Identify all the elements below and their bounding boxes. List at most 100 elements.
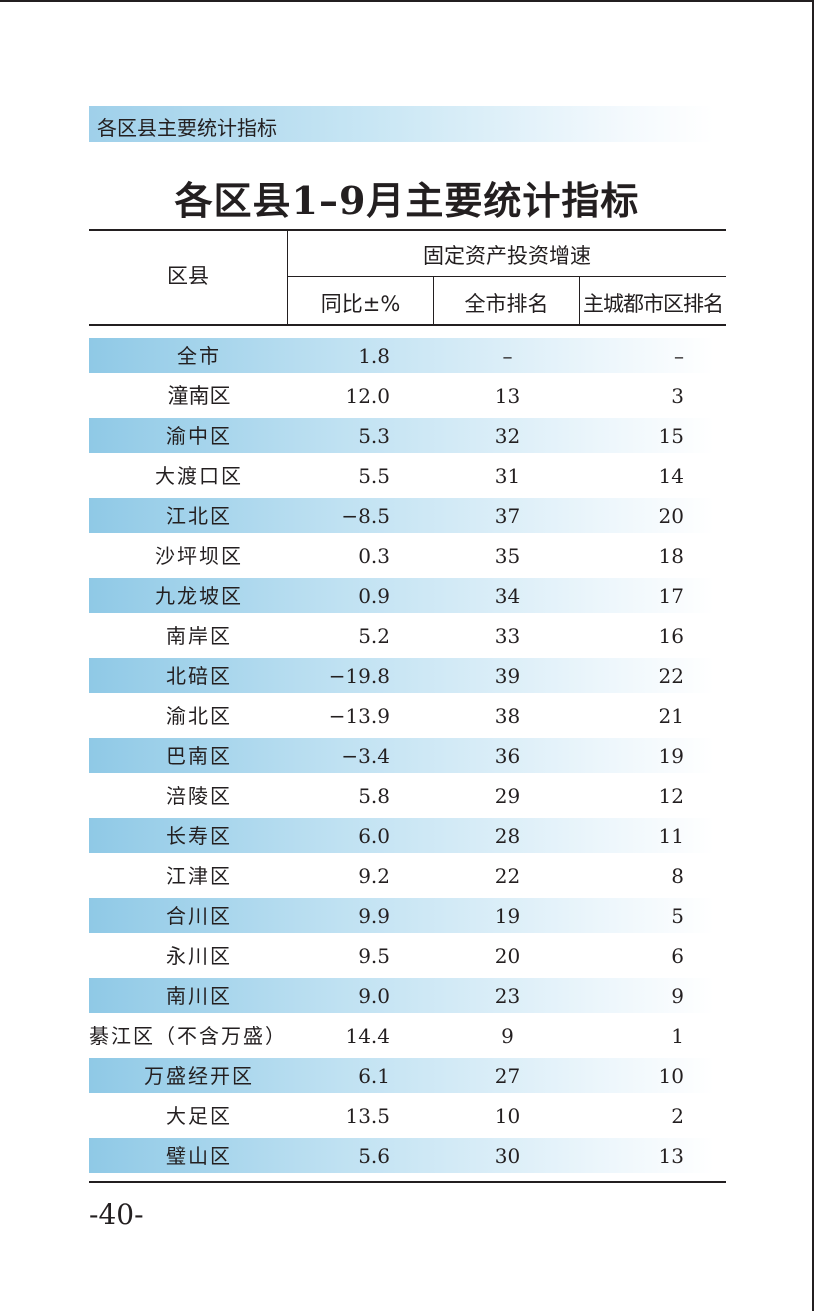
main-rank: 16 [658,624,684,648]
city-rank: 29 [494,784,521,808]
header-bottom-rule [89,324,726,326]
table-row: 万盛经开区 6.1 27 10 [89,1057,726,1097]
city-rank: 28 [494,824,521,848]
table-row: 渝中区 5.3 32 15 [89,417,726,457]
table-row: 南川区 9.0 23 9 [89,977,726,1017]
region-name: 巴南区 [166,744,232,768]
main-rank: 19 [658,744,684,768]
table-row: 涪陵区 5.8 29 12 [89,777,726,817]
main-rank: 21 [658,704,684,728]
header-divider-2 [433,277,434,325]
main-rank: 18 [658,544,684,568]
region-name: 渝中区 [166,424,232,448]
header-region: 区县 [167,264,209,288]
yoy-value: 9.0 [358,984,390,1008]
page-title: 各区县1–9月主要统计指标 [174,178,640,223]
city-rank: 13 [494,384,521,408]
table-row: 江津区 9.2 22 8 [89,857,726,897]
main-rank: 22 [658,664,684,688]
yoy-value: 6.0 [358,824,390,848]
city-rank: 30 [494,1144,521,1168]
yoy-value: 6.1 [358,1064,390,1088]
page-border-right [812,0,814,1311]
region-name: 合川区 [166,904,232,928]
region-name: 璧山区 [166,1144,232,1168]
main-rank: 2 [671,1104,684,1128]
main-rank: 3 [671,384,684,408]
region-name: 沙坪坝区 [155,544,243,568]
table-row: 潼南区 12.0 13 3 [89,377,726,417]
region-name: 万盛经开区 [144,1064,254,1088]
city-rank: 23 [494,984,521,1008]
section-header-text: 各区县主要统计指标 [97,116,277,140]
city-rank: 36 [494,744,521,768]
region-name: 潼南区 [167,384,231,408]
main-rank: 8 [671,864,684,888]
main-rank: 17 [658,584,684,608]
city-rank: 9 [501,1024,514,1048]
region-name: 江北区 [166,504,232,528]
main-rank: – [674,344,684,368]
yoy-value: 5.3 [358,424,390,448]
yoy-value: 9.2 [358,864,390,888]
yoy-value: 1.8 [358,344,390,368]
table-row: 九龙坡区 0.9 34 17 [89,577,726,617]
table-row: 大足区 13.5 10 2 [89,1097,726,1137]
yoy-value: 13.5 [345,1104,390,1128]
table-row: 永川区 9.5 20 6 [89,937,726,977]
table-row: 沙坪坝区 0.3 35 18 [89,537,726,577]
region-name: 綦江区（不含万盛） [89,1024,287,1048]
yoy-value: 12.0 [345,384,390,408]
section-header: 各区县主要统计指标 [89,106,714,142]
main-rank: 6 [671,944,684,968]
region-name: 渝北区 [166,704,232,728]
region-name: 南岸区 [166,624,232,648]
city-rank: 35 [494,544,521,568]
city-rank: 19 [494,904,521,928]
page-number: -40- [89,1198,144,1231]
yoy-value: 5.8 [358,784,390,808]
region-name: 北碚区 [166,664,232,688]
table-top-rule [89,229,726,231]
region-name: 大足区 [166,1104,232,1128]
region-name: 大渡口区 [155,464,243,488]
main-rank: 14 [658,464,684,488]
main-rank: 13 [658,1144,684,1168]
table-row: 全市 1.8 – – [89,337,726,377]
page-border-top [0,0,814,2]
main-rank: 15 [658,424,684,448]
region-name: 全市 [177,344,221,368]
table-row: 大渡口区 5.5 31 14 [89,457,726,497]
yoy-value: 5.5 [358,464,390,488]
city-rank: 31 [494,464,521,488]
yoy-value: 0.9 [358,584,390,608]
region-name: 涪陵区 [166,784,232,808]
table-row: 綦江区（不含万盛） 14.4 9 1 [89,1017,726,1057]
region-name: 九龙坡区 [155,584,243,608]
header-divider-1 [287,231,288,325]
table-row: 北碚区 −19.8 39 22 [89,657,726,697]
yoy-value: −13.9 [328,704,390,728]
region-name: 长寿区 [166,824,232,848]
city-rank: 38 [494,704,521,728]
yoy-value: 9.5 [358,944,390,968]
yoy-value: 9.9 [358,904,390,928]
yoy-value: 5.2 [358,624,390,648]
city-rank: 22 [494,864,521,888]
main-rank: 5 [671,904,684,928]
city-rank: 37 [494,504,521,528]
city-rank: 20 [494,944,521,968]
table-body: 全市 1.8 – – 潼南区 12.0 13 3 渝中区 5.3 32 15 大… [89,337,726,1177]
city-rank: 10 [494,1104,521,1128]
yoy-value: −8.5 [341,504,390,528]
region-name: 江津区 [166,864,232,888]
table-row: 渝北区 −13.9 38 21 [89,697,726,737]
table-row: 璧山区 5.6 30 13 [89,1137,726,1177]
region-name: 永川区 [166,944,232,968]
header-divider-3 [579,277,580,325]
city-rank: 33 [494,624,521,648]
table-row: 南岸区 5.2 33 16 [89,617,726,657]
header-group-rule [288,276,726,277]
main-rank: 12 [658,784,684,808]
header-group: 固定资产投资增速 [423,244,591,268]
